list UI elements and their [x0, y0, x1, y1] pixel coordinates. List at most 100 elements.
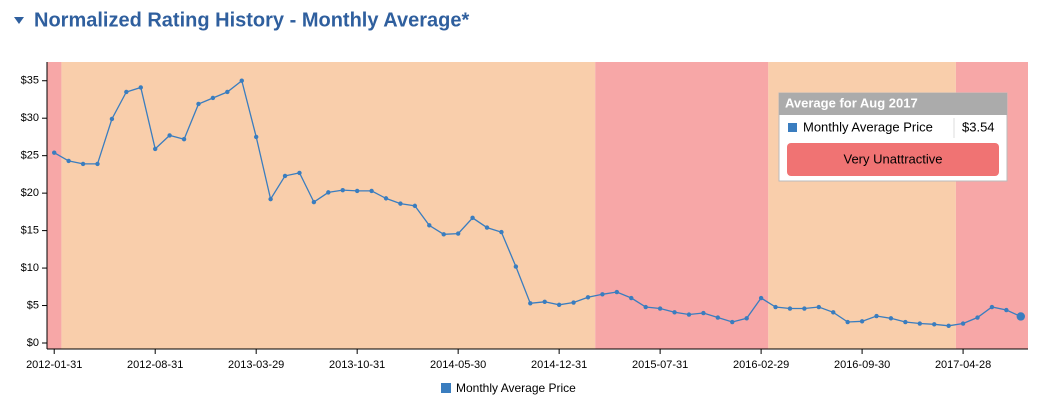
point	[585, 295, 591, 300]
point	[975, 315, 980, 320]
tooltip-label: Monthly Average Price	[803, 119, 933, 134]
legend-swatch	[441, 383, 451, 393]
point	[946, 323, 951, 328]
point	[932, 322, 937, 327]
y-tick-label: $35	[21, 75, 39, 87]
x-tick-label: 2014-05-30	[430, 359, 486, 371]
tooltip-title: Average for Aug 2017	[785, 95, 918, 110]
point	[52, 150, 57, 155]
point	[874, 313, 879, 319]
point	[845, 319, 850, 325]
point	[95, 161, 100, 167]
point	[672, 310, 677, 315]
point	[326, 190, 331, 195]
point	[354, 188, 360, 194]
rating-band	[47, 62, 62, 349]
point	[109, 116, 115, 122]
y-tick-label: $20	[21, 187, 39, 199]
point	[773, 304, 778, 310]
point	[441, 232, 446, 237]
point	[960, 321, 966, 326]
y-tick-label: $10	[21, 262, 39, 274]
point	[787, 306, 793, 311]
x-tick-label: 2012-01-31	[26, 359, 82, 371]
point	[744, 316, 749, 321]
point	[614, 289, 620, 295]
x-tick-label: 2016-09-30	[834, 359, 890, 371]
x-tick-label: 2014-12-31	[531, 359, 587, 371]
point	[831, 310, 836, 315]
point	[138, 85, 143, 90]
rating-label: Very Unattractive	[844, 151, 943, 166]
x-tick-label: 2012-08-31	[127, 359, 183, 371]
collapse-arrow[interactable]	[14, 17, 24, 24]
point	[600, 292, 605, 297]
point	[556, 302, 562, 307]
point	[268, 196, 273, 202]
point	[470, 215, 475, 221]
x-tick-label: 2013-10-31	[329, 359, 385, 371]
point	[528, 301, 533, 306]
x-tick-label: 2015-07-31	[632, 359, 688, 371]
point	[715, 315, 721, 320]
point	[124, 89, 129, 95]
point	[412, 203, 418, 209]
point	[167, 133, 172, 138]
tooltip-header	[779, 93, 1007, 115]
rating-band	[61, 62, 596, 349]
point	[686, 312, 692, 317]
x-tick-label: 2016-02-29	[733, 359, 789, 371]
y-tick-label: $30	[21, 112, 39, 124]
point	[80, 161, 86, 167]
point	[917, 321, 923, 326]
point	[455, 231, 461, 236]
point	[816, 304, 822, 310]
x-tick-label: 2017-04-28	[935, 359, 991, 371]
point	[989, 304, 995, 310]
point	[903, 319, 908, 325]
point	[282, 173, 288, 179]
point	[730, 319, 735, 325]
point	[340, 187, 345, 193]
point	[398, 201, 403, 206]
point	[152, 146, 158, 152]
point	[369, 188, 374, 194]
point	[513, 264, 519, 269]
rating-band	[595, 62, 769, 349]
point	[888, 316, 894, 321]
point	[499, 229, 504, 235]
chart-title: Normalized Rating History - Monthly Aver…	[34, 9, 469, 31]
point	[629, 295, 634, 301]
point	[643, 304, 648, 310]
y-tick-label: $25	[21, 150, 39, 162]
line	[53, 79, 1022, 327]
point	[239, 78, 244, 83]
point	[210, 95, 216, 101]
point	[196, 101, 201, 107]
y-tick-label: $0	[27, 337, 39, 349]
point	[66, 158, 71, 164]
tooltip-swatch	[788, 123, 797, 132]
tooltip-value: $3.54	[962, 119, 995, 134]
point	[571, 300, 576, 305]
point	[758, 295, 764, 301]
point	[859, 319, 865, 324]
point	[181, 136, 187, 142]
point	[701, 310, 706, 316]
y-tick-label: $15	[21, 225, 39, 237]
point	[1004, 307, 1009, 313]
point	[383, 196, 389, 201]
point	[427, 223, 432, 228]
rating-badge	[787, 143, 999, 176]
legend-label: Monthly Average Price	[456, 381, 576, 395]
y-tick-label: $5	[27, 299, 39, 311]
point	[657, 306, 663, 311]
point	[802, 306, 807, 311]
x-tick-label: 2013-03-29	[228, 359, 284, 371]
point	[1016, 312, 1025, 321]
point	[297, 170, 302, 176]
point	[253, 134, 259, 140]
point	[542, 299, 547, 304]
point	[225, 89, 230, 95]
